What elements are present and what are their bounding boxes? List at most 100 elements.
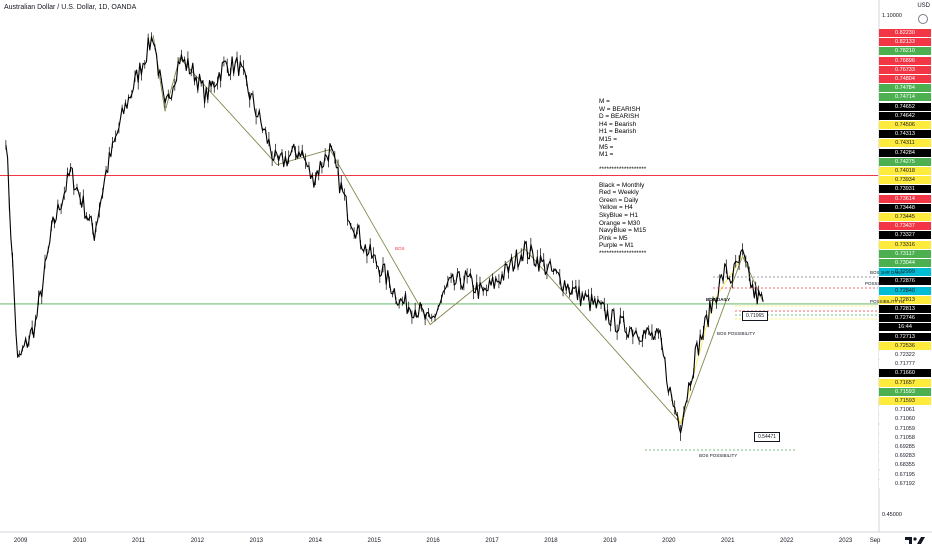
price-tag: 0.72746 (879, 314, 931, 323)
price-tag: 0.73445 (879, 213, 931, 221)
x-tick-label: 2016 (426, 538, 440, 544)
x-tick-label: 2014 (308, 538, 322, 544)
price-tag: 0.72840 (879, 286, 931, 295)
tradingview-logo-icon (905, 537, 925, 544)
price-tag: 0.76733 (879, 65, 931, 74)
price-tag: 0.72813 (879, 295, 931, 304)
legend-line (599, 159, 646, 167)
price-tag: 0.72999 (879, 268, 931, 277)
price-series-line (5, 36, 764, 434)
x-tick-label: 2015 (367, 538, 381, 544)
x-tick-label: 2019 (603, 538, 617, 544)
legend-line: M = (599, 98, 610, 105)
price-tag: 0.69283 (879, 452, 931, 461)
callout-price-high[interactable]: 0.71065 (742, 311, 769, 321)
x-tick-label: 2017 (485, 538, 499, 544)
legend-line: H1 = Bearish (599, 128, 637, 136)
legend-line: ******************* (599, 249, 647, 257)
price-tag: 0.71061 (879, 406, 931, 415)
price-tag: 0.74284 (879, 148, 931, 157)
price-tag: 0.74313 (879, 130, 931, 139)
legend-line: W = BEARISH (599, 105, 641, 113)
legend-line: Green = Daily (599, 196, 639, 204)
settings-icon[interactable] (918, 14, 928, 24)
price-tag: 0.72713 (879, 332, 931, 341)
callout-price-low[interactable]: 0.54471 (754, 432, 781, 442)
price-tag: 0.73044 (879, 259, 931, 267)
x-tick-label: 2018 (544, 538, 558, 544)
price-tag: 16:44 (879, 323, 931, 332)
price-tag: 0.72536 (879, 341, 931, 350)
price-tag: 0.71657 (879, 378, 931, 387)
legend-line: Pink = M5 (599, 234, 628, 242)
annotation-bos-possibility-low: BOS POSSIBILITY (699, 453, 738, 458)
price-tag: 0.67192 (879, 479, 931, 488)
price-tag: 0.71058 (879, 433, 931, 442)
x-tick-label: Sep (869, 538, 881, 544)
legend-line: Red = Weekly (599, 189, 639, 197)
price-tag: 0.72813 (879, 305, 931, 313)
price-tag: 0.71593 (879, 397, 931, 405)
price-tag: 0.76896 (879, 56, 931, 65)
legend-line: M15 = (599, 135, 617, 143)
legend-line (599, 174, 646, 182)
y-axis-bottom-label: 0.45000 (882, 512, 902, 518)
price-tag: 0.71660 (879, 369, 931, 378)
x-tick-label: 2022 (779, 538, 794, 544)
price-tag: 0.71060 (879, 415, 931, 424)
x-tick-label: 2009 (13, 538, 28, 544)
x-tick-label: 2011 (132, 538, 145, 544)
price-tag: 0.73117 (879, 249, 931, 258)
legend-line: D = BEARISH (599, 113, 639, 121)
chart-title: Australian Dollar / U.S. Dollar, 1D, OAN… (4, 4, 137, 11)
price-tag: 0.74784 (879, 84, 931, 93)
legend-line: M5 = (599, 143, 614, 151)
price-tag: 0.82230 (879, 29, 931, 37)
legend-line: Purple = M1 (599, 242, 634, 250)
annotation-possibility-daily: POSSIBILITY DAILY (865, 281, 907, 286)
x-tick-label: 2023 (838, 538, 853, 544)
price-tag: 0.73934 (879, 176, 931, 185)
legend-line: Orange = M30 (599, 219, 641, 227)
legend-line: M1 = (599, 151, 614, 159)
x-tick-label: 2020 (662, 538, 676, 544)
legend-line: ******************* (599, 166, 647, 174)
price-tag: 0.73316 (879, 240, 931, 249)
price-tag: 0.72322 (879, 351, 931, 359)
legend-line: SkyBlue = H1 (599, 211, 638, 219)
price-tag: 0.74714 (879, 93, 931, 102)
price-tag: 0.74275 (879, 157, 931, 166)
currency-label: USD (917, 3, 930, 9)
price-tag: 0.82133 (879, 38, 931, 47)
price-tag: 0.74804 (879, 75, 931, 83)
legend-line: NavyBlue = M15 (599, 227, 647, 235)
x-tick-label: 2013 (249, 538, 264, 544)
price-tag: 0.74311 (879, 139, 931, 148)
price-tag: 0.73437 (879, 222, 931, 231)
price-tag: 0.74018 (879, 167, 931, 175)
price-tag: 0.67195 (879, 470, 931, 479)
legend-line: Yellow = H4 (599, 204, 633, 212)
price-tag: 0.71593 (879, 387, 931, 396)
price-tag: 0.74652 (879, 102, 931, 111)
price-tag: 0.69285 (879, 443, 931, 451)
x-tick-label: 2021 (721, 538, 735, 544)
legend-line: H4 = Bearish (599, 120, 637, 128)
price-tag: 0.71777 (879, 360, 931, 369)
trend-legend: M = W = BEARISH D = BEARISH H4 = Bearish H1 … (599, 98, 646, 257)
annotation-bos-label: BOS (395, 246, 405, 251)
annotation-possibility-h4: POSSIBILITY H4 (870, 299, 905, 304)
x-tick-label: 2010 (72, 538, 87, 544)
weekly-swing-line (152, 35, 764, 425)
annotation-bos-possibility-mid: BOS POSSIBILITY (717, 331, 756, 336)
price-tag: 0.78210 (879, 47, 931, 56)
daily-swing-line (152, 35, 764, 425)
x-tick-label: 2012 (190, 538, 205, 544)
annotation-bos-daily: BOS DAILY (706, 297, 731, 302)
price-tag: 0.73327 (879, 231, 931, 240)
price-tag: 0.74506 (879, 121, 931, 129)
annotation-bos-1hr-daily: BOS 1HR DAILY (870, 270, 904, 275)
price-tag: 0.68355 (879, 461, 931, 470)
